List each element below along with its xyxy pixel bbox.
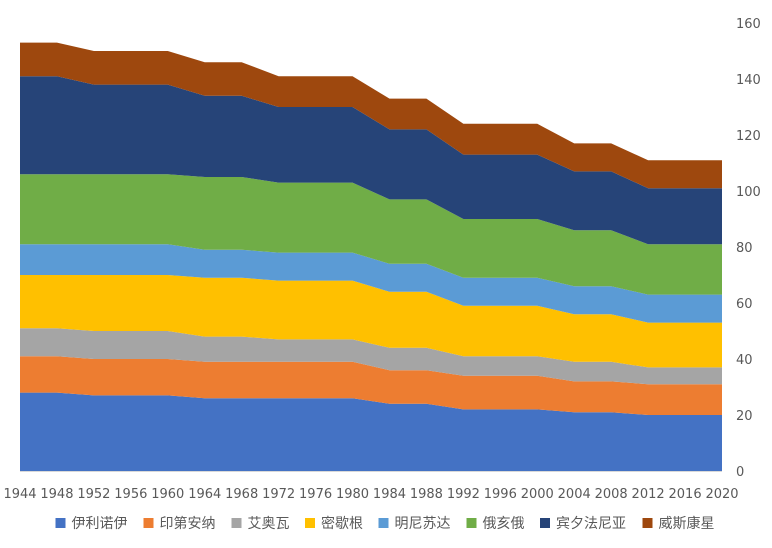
legend-swatch: [55, 518, 66, 528]
legend-label: 艾奥瓦: [248, 515, 290, 532]
x-tick-label: 1996: [484, 487, 517, 502]
y-tick-label: 60: [736, 297, 753, 312]
y-axis: 0 20 40 60 80 100 120 140 160: [736, 17, 761, 480]
legend-label: 明尼苏达: [395, 516, 451, 532]
legend-swatch: [378, 518, 389, 528]
y-tick-label: 0: [736, 465, 744, 480]
x-tick-label: 1964: [188, 487, 221, 502]
x-tick-label: 1976: [299, 487, 332, 502]
y-tick-label: 140: [736, 73, 761, 88]
y-tick-label: 20: [736, 409, 753, 424]
x-tick-label: 1944: [3, 487, 36, 502]
y-tick-label: 40: [736, 353, 753, 368]
x-tick-label: 1992: [447, 487, 480, 502]
legend-label: 俄亥俄: [483, 516, 525, 532]
x-tick-label: 1988: [410, 487, 443, 502]
x-tick-label: 1968: [225, 487, 258, 502]
legend-item: 俄亥俄: [466, 516, 525, 532]
legend-item: 印第安纳: [143, 515, 216, 532]
legend-item: 密歇根: [305, 515, 363, 532]
legend-label: 印第安纳: [160, 515, 216, 532]
x-tick-label: 1948: [40, 487, 73, 502]
legend-item: 艾奥瓦: [231, 515, 290, 532]
legend-swatch: [642, 518, 653, 528]
legend-item: 明尼苏达: [378, 516, 451, 532]
legend-label: 威斯康星: [659, 515, 715, 532]
x-tick-label: 1972: [262, 487, 295, 502]
legend-item: 威斯康星: [642, 515, 715, 532]
legend-label: 宾夕法尼亚: [556, 516, 626, 532]
legend-swatch: [466, 518, 477, 528]
legend-label: 密歇根: [321, 515, 363, 532]
area-series-0: [20, 392, 722, 471]
legend-swatch: [231, 518, 242, 528]
x-tick-label: 2000: [521, 487, 554, 502]
y-tick-label: 100: [736, 185, 761, 200]
area-series-6: [20, 76, 722, 245]
legend-swatch: [540, 518, 550, 528]
x-tick-label: 2008: [595, 487, 628, 502]
legend-swatch: [305, 518, 315, 528]
y-tick-label: 80: [736, 241, 753, 256]
area-series-1: [20, 356, 722, 415]
legend-swatch: [143, 518, 154, 528]
legend: 伊利诺伊 印第安纳 艾奥瓦 密歇根 明尼苏达 俄亥俄 宾夕法尼亚 威斯康星: [55, 515, 715, 532]
area-series-4: [20, 244, 722, 323]
x-tick-label: 2012: [632, 487, 665, 502]
x-tick-label: 2004: [558, 487, 591, 502]
y-tick-label: 160: [736, 17, 761, 32]
x-axis: 1944 1948 1952 1956 1960 1964 1968 1972 1976 1980…: [3, 471, 739, 502]
legend-label: 伊利诺伊: [72, 516, 128, 532]
x-tick-label: 1984: [373, 487, 406, 502]
legend-item: 伊利诺伊: [55, 516, 128, 532]
x-tick-label: 1960: [151, 487, 184, 502]
area-series-group: [20, 42, 722, 471]
area-series-7: [20, 42, 722, 189]
x-tick-label: 2020: [705, 487, 738, 502]
x-tick-label: 1956: [114, 487, 147, 502]
area-series-2: [20, 328, 722, 385]
x-tick-label: 1980: [336, 487, 369, 502]
area-series-3: [20, 275, 722, 368]
legend-item: 宾夕法尼亚: [540, 516, 626, 532]
x-tick-label: 1952: [77, 487, 110, 502]
x-tick-label: 2016: [669, 487, 702, 502]
y-tick-label: 120: [736, 129, 761, 144]
area-series-5: [20, 174, 722, 295]
